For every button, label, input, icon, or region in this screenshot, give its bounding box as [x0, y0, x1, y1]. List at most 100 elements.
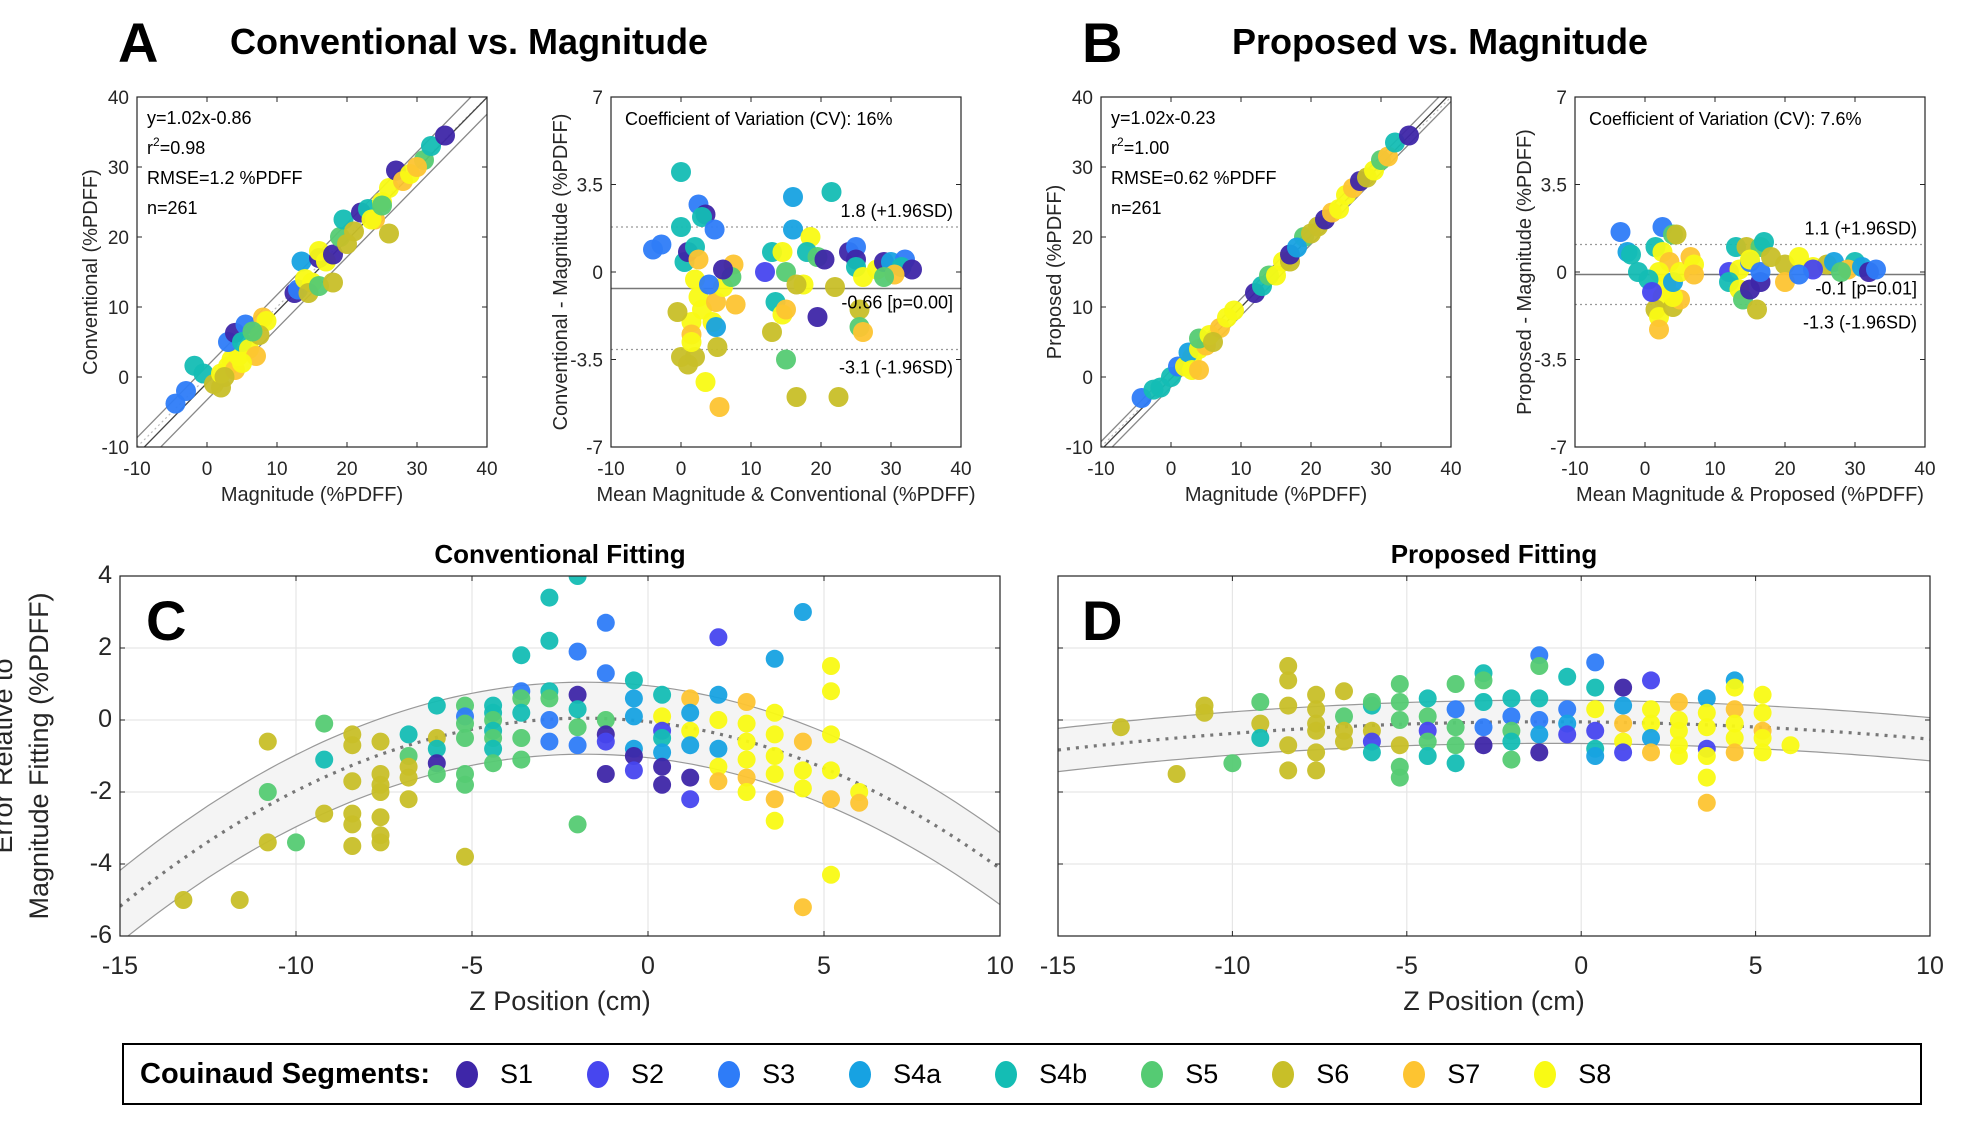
legend-marker-icon [456, 1060, 479, 1088]
plot-content [137, 97, 487, 447]
data-point-s7 [681, 689, 700, 708]
data-point-s6 [399, 790, 418, 809]
data-point-s4a [624, 707, 643, 726]
data-point-s6 [371, 808, 390, 827]
data-point-s7 [688, 249, 709, 270]
data-point-s5 [568, 815, 587, 834]
data-point-s5 [484, 754, 503, 773]
data-point-s4b [653, 729, 672, 747]
legend-item-s6: S6 [1272, 1059, 1349, 1090]
x-tick-label: 40 [1914, 459, 1935, 480]
data-point-s4b [671, 162, 691, 182]
data-point-s4b [568, 576, 587, 585]
legend-title: Couinaud Segments: [140, 1057, 431, 1090]
y-tick-label: -2 [90, 777, 112, 805]
y-tick-label: 40 [108, 88, 129, 109]
data-point-s3 [651, 234, 672, 255]
y-tick-label: -7 [586, 438, 603, 459]
r-squared-value: =0.98 [160, 138, 206, 158]
data-point-s5 [456, 729, 474, 747]
data-point-s8 [709, 711, 728, 729]
y-tick-label: -7 [1550, 438, 1567, 459]
legend-label: S1 [500, 1058, 534, 1089]
band-upper-line [120, 681, 1000, 871]
data-point-s8 [1725, 714, 1744, 733]
data-point-s3 [704, 219, 725, 240]
y-tick-label: 20 [108, 228, 129, 249]
data-point-s8 [737, 783, 756, 801]
data-point-s7 [1614, 714, 1633, 733]
data-point-s2 [1586, 721, 1605, 740]
data-point-s8 [800, 227, 821, 247]
panel-letter-c: C [146, 589, 186, 652]
data-point-s5 [1831, 262, 1851, 282]
x-tick-label: 5 [817, 952, 831, 980]
y-axis-label: Proposed - Magnitude (%PDFF) [1514, 129, 1536, 415]
data-point-s6 [1307, 700, 1326, 719]
data-point-s6 [825, 277, 845, 297]
data-point-s8 [1663, 287, 1683, 307]
squared-superscript: 2 [1117, 135, 1124, 149]
x-tick-label: 0 [202, 459, 213, 480]
data-point-s2 [1642, 671, 1660, 690]
data-point-s5 [568, 718, 587, 737]
x-tick-label: -10 [1214, 952, 1250, 980]
data-point-s2 [1558, 725, 1577, 744]
data-point-s8 [695, 372, 716, 392]
legend-item-s3: S3 [718, 1059, 795, 1090]
data-point-s4a [709, 739, 728, 758]
x-tick-label: 10 [740, 459, 761, 480]
data-point-s4b [1418, 689, 1437, 708]
panel-d-title: Proposed Fitting [1391, 539, 1598, 569]
x-tick-label: 10 [266, 459, 287, 480]
data-point-s4a [1586, 747, 1605, 765]
data-point-s8 [765, 765, 784, 783]
x-tick-label: 0 [1574, 952, 1588, 980]
data-point-s6 [1279, 761, 1298, 780]
data-point-s8 [822, 761, 840, 780]
data-point-s5 [874, 267, 894, 287]
data-point-s1 [902, 259, 922, 280]
data-point-s6 [456, 847, 474, 866]
data-point-s4b [1558, 667, 1577, 686]
data-point-s8 [1642, 714, 1660, 733]
data-point-s5 [512, 729, 531, 747]
x-tick-label: 40 [1440, 459, 1461, 480]
data-point-s4b [540, 631, 559, 650]
data-point-s2 [624, 761, 643, 780]
x-tick-label: 10 [1704, 459, 1725, 480]
data-point-s6 [849, 299, 870, 320]
data-point-s8 [709, 757, 728, 776]
data-point-s1 [653, 757, 672, 776]
data-point-s4a [1287, 237, 1307, 258]
sample-count: n=261 [147, 198, 198, 218]
legend: Couinaud Segments: S1 S2 S3 S4a S4b S5 S6 S7 S8 [122, 1043, 1922, 1105]
cv-annotation: Coefficient of Variation (CV): 16% [625, 109, 892, 129]
data-point-s8 [765, 811, 784, 830]
trend-line [120, 716, 1000, 908]
plot-content [1058, 646, 1930, 812]
y-axis-label: Conventional - Magnitude (%PDFF) [550, 114, 572, 431]
upper-loa-label: 1.8 (+1.96SD) [840, 201, 953, 221]
axes-frame [1100, 96, 1452, 448]
data-point-s4a [681, 736, 700, 755]
panel-b-scatter: y=1.02x-0.23 r2=1.00 RMSE=0.62 %PDFF n=261 -… [1044, 88, 1462, 506]
data-point-s5 [1223, 754, 1242, 773]
x-tick-label: -10 [1561, 459, 1588, 480]
data-point-s8 [765, 725, 784, 744]
data-point-s6 [786, 387, 807, 407]
lower-loa-label: -1.3 (-1.96SD) [1803, 313, 1917, 333]
legend-item-s7: S7 [1403, 1059, 1480, 1090]
x-tick-label: -10 [597, 459, 624, 480]
data-point-s8 [1753, 703, 1772, 722]
rmse-annotation: RMSE=1.2 %PDFF [147, 168, 303, 188]
data-point-s8 [1697, 703, 1716, 722]
data-point-s7 [776, 299, 796, 320]
data-point-s6 [1195, 703, 1214, 722]
x-tick-label: -5 [1396, 952, 1418, 980]
data-point-s6 [371, 732, 390, 751]
data-point-s6 [1279, 671, 1298, 690]
data-point-s4a [1614, 696, 1633, 715]
data-point-s1 [713, 259, 733, 280]
plot-content [120, 576, 1000, 936]
